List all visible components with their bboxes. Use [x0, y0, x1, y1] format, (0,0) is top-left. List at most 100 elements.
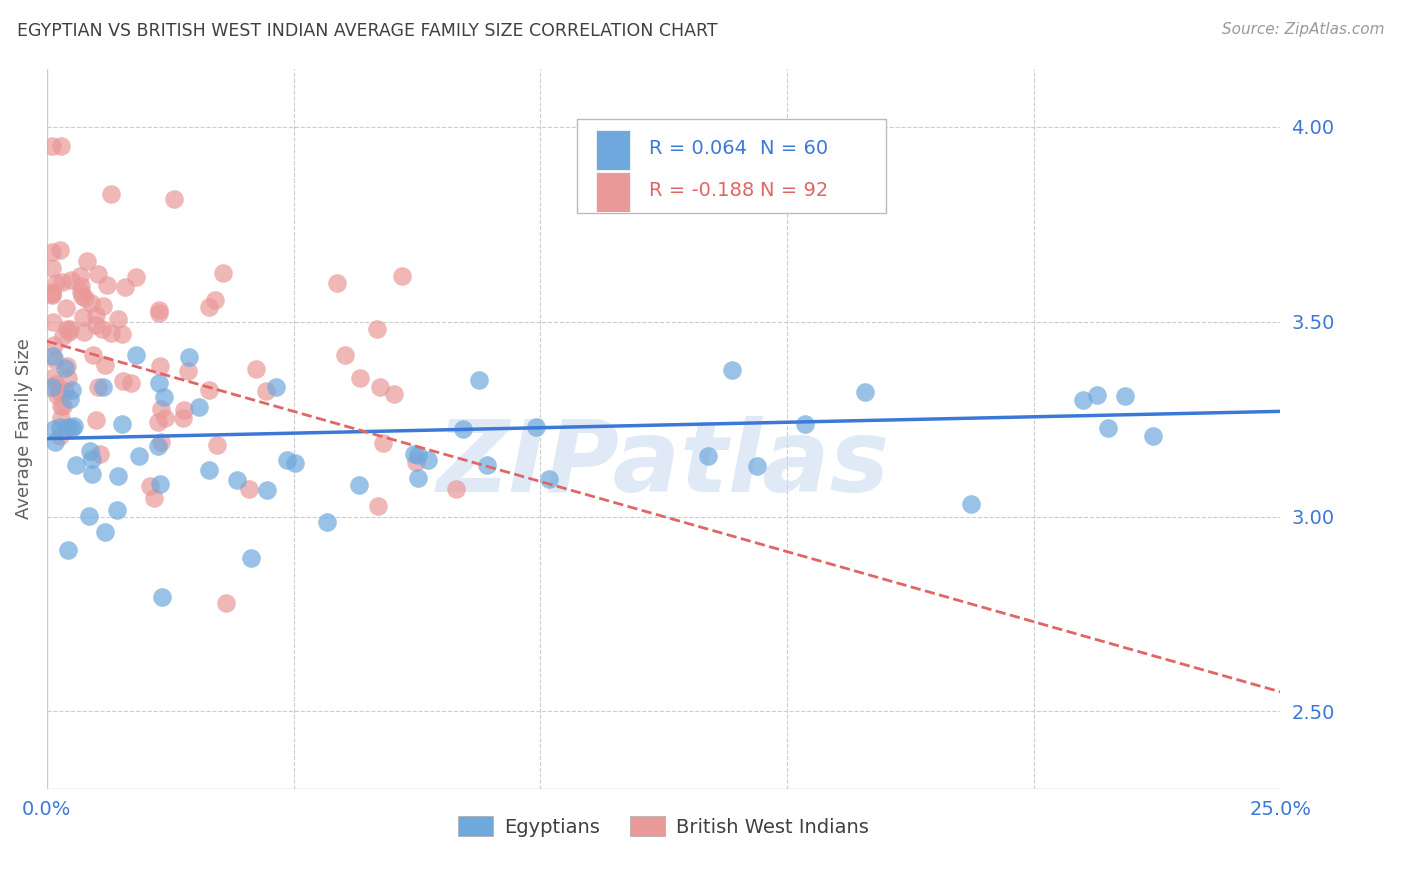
- Point: [79, 509, 101, 524]
- Point: [177, 350, 200, 364]
- Point: [335, 347, 357, 361]
- Point: [1142, 429, 1164, 443]
- Text: EGYPTIAN VS BRITISH WEST INDIAN AVERAGE FAMILY SIZE CORRELATION CHART: EGYPTIAN VS BRITISH WEST INDIAN AVERAGE …: [17, 22, 717, 40]
- Point: [73, 291, 96, 305]
- Point: [163, 193, 186, 207]
- Point: [114, 280, 136, 294]
- Point: [697, 450, 720, 464]
- Point: [45, 377, 67, 392]
- Point: [56, 359, 79, 373]
- Point: [52, 399, 75, 413]
- Point: [58, 321, 80, 335]
- Point: [80, 295, 103, 310]
- Point: [60, 383, 83, 397]
- Point: [128, 449, 150, 463]
- Point: [90, 322, 112, 336]
- Point: [72, 310, 94, 324]
- Point: [63, 418, 86, 433]
- Point: [41, 287, 63, 301]
- FancyBboxPatch shape: [596, 172, 630, 212]
- Point: [59, 392, 82, 406]
- Point: [187, 401, 209, 415]
- Point: [65, 458, 87, 472]
- Point: [276, 453, 298, 467]
- Point: [238, 482, 260, 496]
- Point: [349, 370, 371, 384]
- Point: [370, 380, 392, 394]
- Point: [326, 276, 349, 290]
- Point: [76, 254, 98, 268]
- Point: [42, 349, 65, 363]
- Point: [526, 419, 548, 434]
- Point: [125, 348, 148, 362]
- Point: [198, 383, 221, 397]
- Point: [49, 399, 72, 413]
- Point: [225, 473, 247, 487]
- Point: [402, 447, 425, 461]
- Point: [177, 364, 200, 378]
- Point: [55, 421, 77, 435]
- Point: [44, 435, 66, 450]
- Point: [720, 362, 742, 376]
- Point: [239, 550, 262, 565]
- Point: [41, 371, 63, 385]
- Point: [45, 277, 67, 291]
- Point: [139, 479, 162, 493]
- Point: [100, 326, 122, 341]
- Point: [451, 422, 474, 436]
- Text: R = 0.064: R = 0.064: [648, 138, 747, 158]
- Point: [150, 591, 173, 605]
- Point: [959, 497, 981, 511]
- Point: [58, 325, 80, 339]
- Point: [100, 186, 122, 201]
- Point: [149, 435, 172, 450]
- Point: [80, 452, 103, 467]
- Point: [204, 293, 226, 308]
- Point: [173, 403, 195, 417]
- Point: [125, 270, 148, 285]
- Point: [86, 380, 108, 394]
- Point: [212, 266, 235, 280]
- Point: [94, 525, 117, 540]
- Point: [70, 278, 93, 293]
- Point: [55, 301, 77, 315]
- Point: [49, 429, 72, 443]
- Point: [120, 376, 142, 390]
- Point: [111, 374, 134, 388]
- Point: [56, 371, 79, 385]
- Point: [91, 299, 114, 313]
- Point: [107, 468, 129, 483]
- Point: [143, 491, 166, 505]
- Point: [82, 348, 104, 362]
- Point: [56, 322, 79, 336]
- Point: [84, 413, 107, 427]
- Point: [198, 300, 221, 314]
- Point: [96, 277, 118, 292]
- Point: [46, 388, 69, 402]
- Point: [538, 472, 561, 486]
- FancyBboxPatch shape: [596, 130, 630, 169]
- Point: [284, 456, 307, 470]
- Y-axis label: Average Family Size: Average Family Size: [15, 338, 32, 519]
- Point: [405, 455, 427, 469]
- Point: [148, 376, 170, 390]
- Point: [44, 422, 66, 436]
- Point: [416, 453, 439, 467]
- Point: [1097, 421, 1119, 435]
- Point: [41, 139, 63, 153]
- Point: [105, 503, 128, 517]
- Point: [87, 267, 110, 281]
- Point: [86, 308, 108, 322]
- Point: [110, 326, 132, 341]
- Point: [406, 448, 429, 462]
- Point: [153, 411, 176, 425]
- Point: [793, 417, 815, 431]
- Point: [41, 380, 63, 394]
- Point: [60, 420, 83, 434]
- Point: [41, 285, 63, 299]
- Point: [49, 410, 72, 425]
- Point: [53, 384, 76, 399]
- Legend: Egyptians, British West Indians: Egyptians, British West Indians: [450, 808, 877, 845]
- Text: ZIPatlas: ZIPatlas: [437, 417, 890, 514]
- Text: R = -0.188: R = -0.188: [648, 181, 754, 200]
